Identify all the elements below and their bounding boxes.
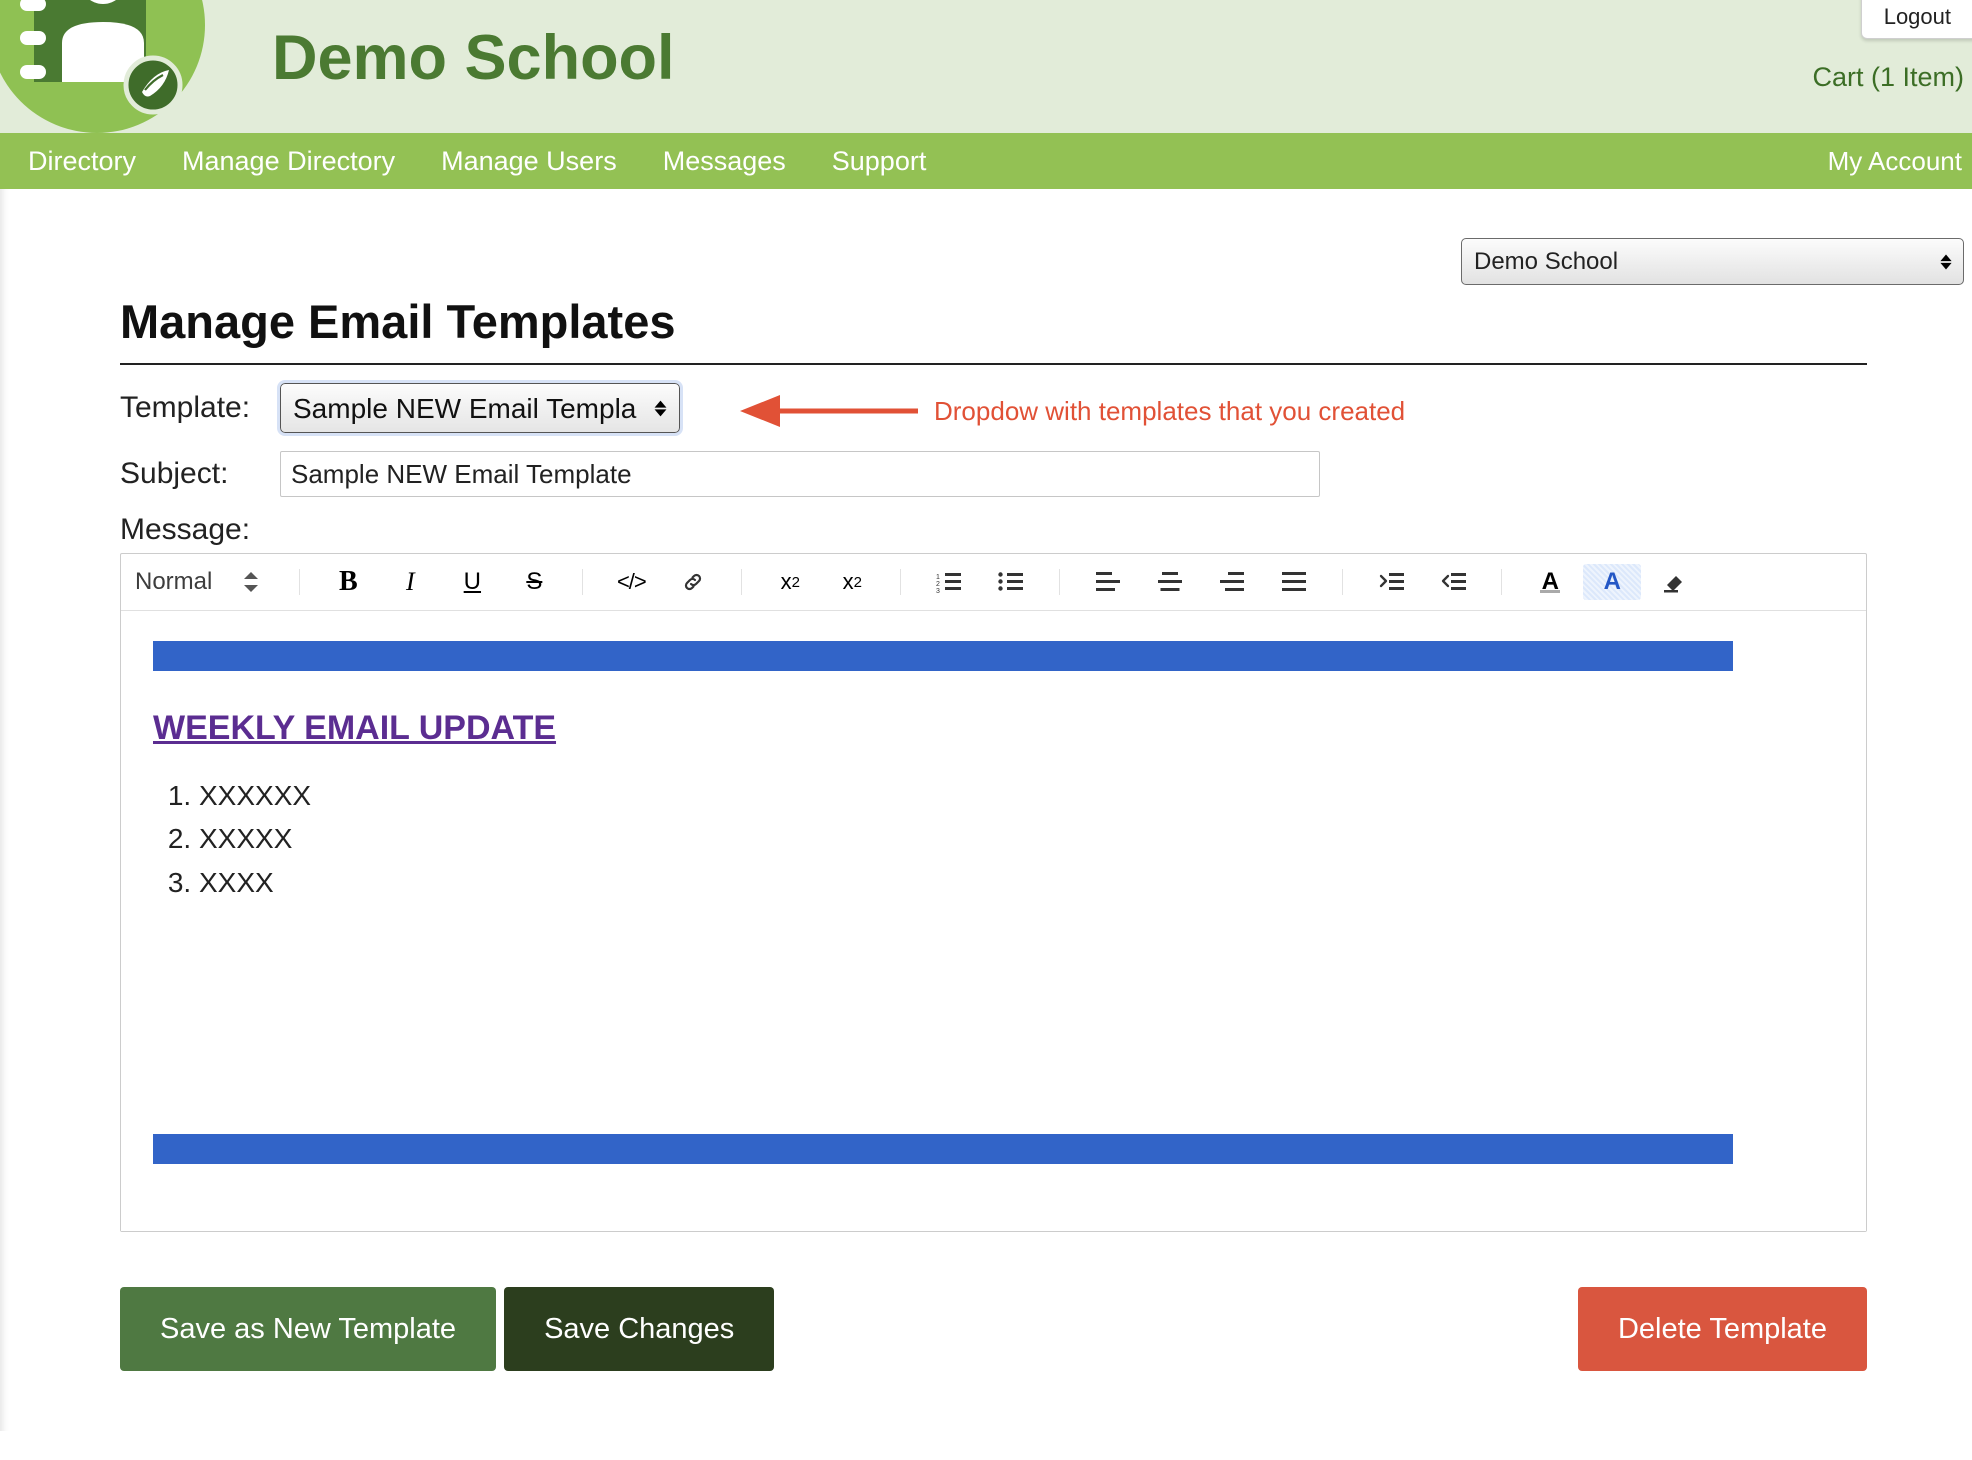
svg-text:3: 3 [936,588,940,593]
svg-text:2: 2 [936,581,940,588]
svg-text:1: 1 [936,574,940,581]
